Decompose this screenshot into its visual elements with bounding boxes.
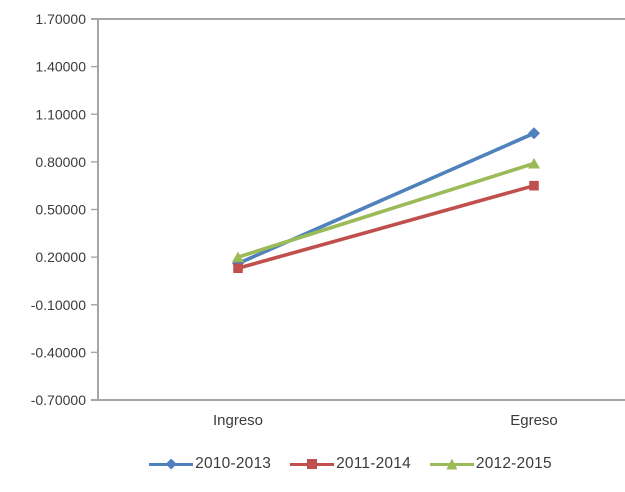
x-axis-category-label: Ingreso <box>213 412 263 429</box>
series-line-2012-2015 <box>237 161 535 259</box>
y-axis-tick-label: 1.70000 <box>35 11 86 27</box>
legend-label: 2012-2015 <box>475 455 552 472</box>
y-axis-tick-label: -0.10000 <box>31 297 86 313</box>
y-axis-tick-label: 0.50000 <box>35 202 86 218</box>
legend: 2010-2013 2011-2014 2012-2015 <box>38 455 625 473</box>
legend-item: 2011-2014 <box>290 455 411 473</box>
legend-label: 2010-2013 <box>195 455 272 472</box>
y-axis-tick-label: 1.40000 <box>35 59 86 75</box>
plot-area: 1.70000 1.40000 1.10000 0.80000 0.50000 0.200… <box>31 11 625 429</box>
diamond-marker-icon <box>149 456 194 473</box>
data-point-marker <box>528 157 540 169</box>
legend-item: 2010-2013 <box>149 455 271 473</box>
triangle-marker-icon <box>429 456 474 473</box>
y-axis-tick-label: -0.70000 <box>31 392 86 408</box>
data-point-marker <box>528 127 540 140</box>
chart-canvas: 1.70000 1.40000 1.10000 0.80000 0.50000 0.200… <box>31 11 625 429</box>
legend-label: 2011-2014 <box>336 455 411 472</box>
y-axis-tick-label: 0.20000 <box>35 249 86 265</box>
y-axis-tick-label: 0.80000 <box>35 154 86 170</box>
legend-item: 2012-2015 <box>429 455 552 473</box>
data-point-marker <box>529 180 539 191</box>
x-axis-category-label: Egreso <box>510 412 558 429</box>
y-axis-tick-label: 1.10000 <box>35 106 86 122</box>
series-line-2011-2014 <box>237 183 535 270</box>
data-point-marker <box>233 263 243 274</box>
square-marker-icon <box>290 456 335 473</box>
data-point-marker <box>232 251 244 263</box>
y-axis-tick-label: -0.40000 <box>31 344 86 360</box>
